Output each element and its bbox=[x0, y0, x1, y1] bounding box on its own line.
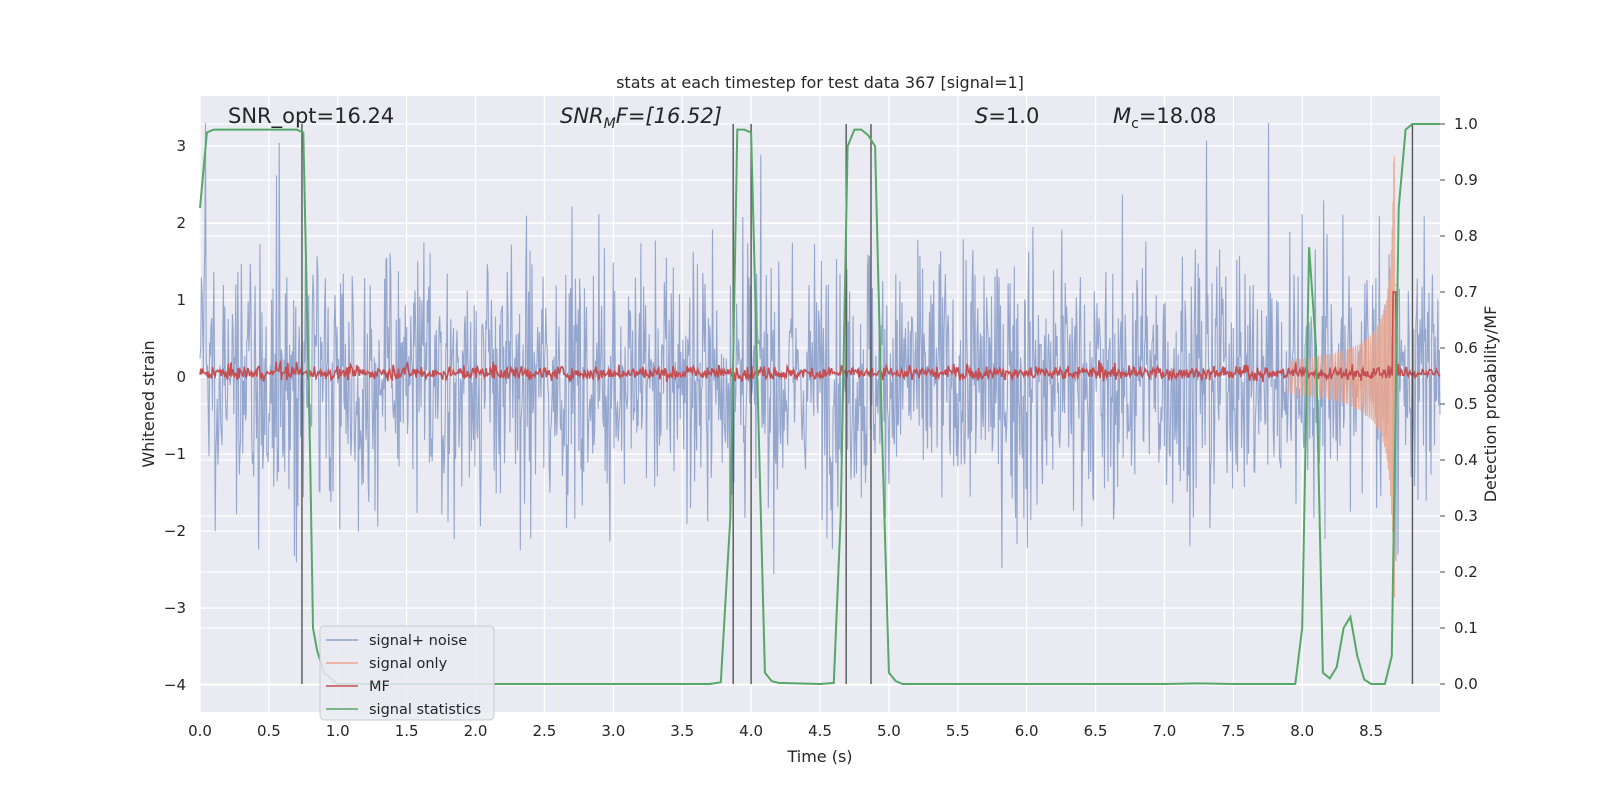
annotation-snr-opt: SNR_opt=16.24 bbox=[228, 104, 394, 129]
snr-mf-main: SNR bbox=[560, 104, 604, 128]
s-rest: =1.0 bbox=[988, 104, 1039, 128]
legend-label-signal-noise: signal+ noise bbox=[369, 633, 467, 649]
mc-sub: c bbox=[1131, 116, 1139, 132]
signal-noise-trace bbox=[199, 122, 1441, 575]
y-tick-label: 0 bbox=[176, 368, 186, 386]
x-tick-label: 7.0 bbox=[1153, 722, 1177, 740]
y-tick-label: 3 bbox=[176, 137, 186, 155]
annotation-snr-mf: SNRMF=[16.52] bbox=[560, 104, 722, 132]
x-axis-label: Time (s) bbox=[786, 747, 852, 766]
annotation-mc: Mc=18.08 bbox=[1113, 104, 1217, 132]
y2-tick-label: 1.0 bbox=[1454, 115, 1478, 133]
x-tick-label: 0.0 bbox=[188, 722, 212, 740]
x-tick-label: 2.5 bbox=[533, 722, 557, 740]
y2-tick-label: 0.5 bbox=[1454, 395, 1478, 413]
series-signal-statistics bbox=[199, 123, 1440, 686]
x-tick-label: 2.0 bbox=[464, 722, 488, 740]
y-axis-label: Whitened strain bbox=[139, 340, 158, 467]
chart-title: stats at each timestep for test data 367… bbox=[616, 73, 1024, 92]
mf-trace bbox=[199, 291, 1441, 384]
x-tick-label: 5.0 bbox=[877, 722, 901, 740]
legend-label-signal-statistics: signal statistics bbox=[369, 702, 481, 718]
x-tick-label: 7.5 bbox=[1221, 722, 1245, 740]
x-tick-label: 3.5 bbox=[670, 722, 694, 740]
signal-statistics-trace bbox=[199, 123, 1440, 686]
x-tick-label: 4.5 bbox=[808, 722, 832, 740]
mc-main: M bbox=[1113, 104, 1131, 128]
y2-tick-label: 0.9 bbox=[1454, 171, 1478, 189]
snr-mf-sub: M bbox=[604, 116, 616, 132]
x-tick-label: 0.5 bbox=[257, 722, 281, 740]
x-tick-label: 5.5 bbox=[946, 722, 970, 740]
y-tick-label: 2 bbox=[176, 214, 186, 232]
x-tick-label: 3.0 bbox=[601, 722, 625, 740]
y2-tick-label: 0.8 bbox=[1454, 227, 1478, 245]
snr-mf-rest: F=[16.52] bbox=[616, 104, 722, 128]
y-tick-label: −3 bbox=[164, 599, 186, 617]
x-tick-label: 1.5 bbox=[395, 722, 419, 740]
y-tick-label: −1 bbox=[164, 445, 186, 463]
y2-tick-label: 0.6 bbox=[1454, 339, 1478, 357]
series-signal-noise bbox=[199, 122, 1441, 575]
x-tick-label: 8.0 bbox=[1290, 722, 1314, 740]
annotation-s: S=1.0 bbox=[975, 104, 1039, 128]
series-mf bbox=[199, 291, 1441, 384]
y2-axis-label: Detection probability/MF bbox=[1481, 306, 1500, 503]
x-tick-label: 1.0 bbox=[326, 722, 350, 740]
y-tick-label: −4 bbox=[164, 676, 186, 694]
y2-tick-label: 0.7 bbox=[1454, 283, 1478, 301]
y2-tick-label: 0.2 bbox=[1454, 563, 1478, 581]
x-tick-label: 4.0 bbox=[739, 722, 763, 740]
x-tick-label: 6.5 bbox=[1084, 722, 1108, 740]
legend-box bbox=[319, 625, 495, 721]
legend-label-mf: MF bbox=[369, 679, 390, 695]
x-tick-label: 8.5 bbox=[1359, 722, 1383, 740]
legend: signal+ noise signal only MF signal stat… bbox=[319, 625, 495, 721]
mc-rest: =18.08 bbox=[1139, 104, 1217, 128]
y2-tick-label: 0.1 bbox=[1454, 619, 1478, 637]
y-tick-label: −2 bbox=[164, 522, 186, 540]
x-tick-label: 6.0 bbox=[1015, 722, 1039, 740]
tick-labels: 0.0 0.5 1.0 1.5 2.0 2.5 3.0 3.5 4.0 4.5 5.0 5.5 6.0 6… bbox=[164, 115, 1478, 740]
y2-tick-label: 0.0 bbox=[1454, 675, 1478, 693]
s-main: S bbox=[975, 104, 988, 128]
y-tick-label: 1 bbox=[176, 291, 186, 309]
legend-label-signal-only: signal only bbox=[369, 656, 448, 672]
y2-tick-label: 0.3 bbox=[1454, 507, 1478, 525]
y2-tick-label: 0.4 bbox=[1454, 451, 1478, 469]
